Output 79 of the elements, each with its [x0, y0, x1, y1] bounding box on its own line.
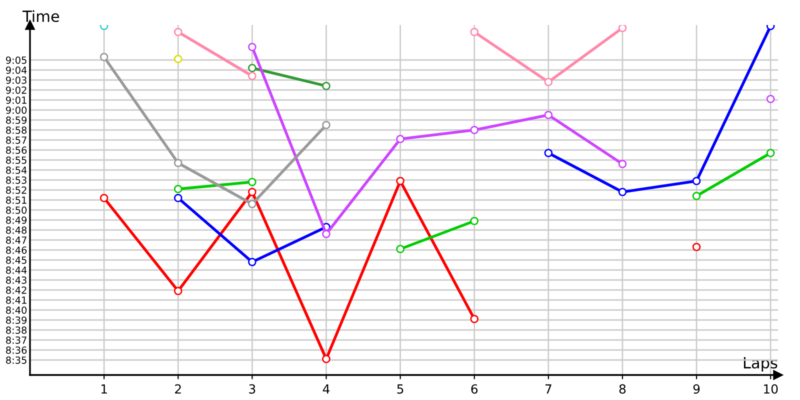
- point: [396, 134, 404, 144]
- y-tick-label: 8:40: [6, 306, 27, 314]
- point: [174, 194, 182, 202]
- x-tick-label: 3: [249, 384, 256, 394]
- y-tick-label: 8:47: [6, 236, 26, 244]
- y-tick-label: 8:52: [6, 186, 26, 194]
- y-tick-label: 8:58: [6, 126, 27, 134]
- point: [100, 194, 108, 202]
- point: [174, 28, 182, 36]
- point: [248, 64, 256, 72]
- point: [174, 184, 182, 194]
- y-tick-label: 8:41: [6, 296, 26, 304]
- y-tick-label: 8:49: [6, 216, 27, 224]
- y-axis-title: Time: [22, 10, 60, 22]
- y-tick-label: 8:37: [6, 336, 26, 344]
- y-tick-label: 9:05: [6, 56, 26, 64]
- y-tick-label: 8:39: [6, 316, 27, 324]
- x-tick-label: 2: [175, 384, 181, 394]
- point: [692, 242, 701, 252]
- point: [618, 188, 627, 196]
- y-tick-label: 8:54: [6, 166, 27, 174]
- y-tick-label: 8:59: [6, 116, 27, 124]
- point: [396, 244, 404, 254]
- point: [174, 158, 182, 168]
- x-tick-label: 5: [397, 384, 404, 394]
- point: [322, 120, 330, 130]
- y-tick-label: 9:01: [6, 96, 26, 104]
- y-tick-label: 8:43: [6, 276, 26, 284]
- point: [618, 25, 627, 32]
- point: [470, 126, 479, 134]
- point: [174, 54, 182, 64]
- x-tick-label: 4: [322, 384, 330, 394]
- y-tick-label: 8:50: [6, 206, 27, 214]
- point: [544, 110, 553, 120]
- point: [248, 72, 256, 80]
- y-tick-label: 8:56: [6, 146, 27, 154]
- point: [248, 178, 256, 186]
- y-tick-label: 9:04: [6, 66, 27, 74]
- y-tick-label: 9:00: [6, 106, 27, 114]
- point: [692, 192, 701, 200]
- point: [470, 314, 479, 324]
- point: [322, 230, 330, 238]
- x-tick-label: 1: [101, 384, 107, 394]
- y-tick-label: 8:38: [6, 326, 27, 334]
- y-tick-label: 8:42: [6, 286, 26, 294]
- point: [766, 148, 775, 158]
- point: [692, 176, 701, 186]
- x-tick-label: 6: [471, 384, 478, 394]
- point: [470, 28, 479, 36]
- y-tick-label: 8:45: [6, 256, 26, 264]
- point: [766, 94, 775, 104]
- y-tick-label: 8:51: [6, 196, 26, 204]
- x-tick-label: 9: [693, 384, 700, 394]
- y-tick-label: 8:36: [6, 346, 27, 354]
- y-tick-label: 8:35: [6, 356, 26, 364]
- point: [618, 160, 627, 168]
- point: [248, 188, 256, 196]
- point: [544, 148, 553, 158]
- point: [396, 176, 404, 186]
- point: [248, 200, 256, 208]
- point: [100, 52, 108, 62]
- x-tick-label: 8: [619, 384, 626, 394]
- point: [174, 286, 182, 296]
- point: [248, 258, 256, 266]
- x-tick-label: 10: [764, 384, 778, 394]
- y-tick-label: 8:48: [6, 226, 27, 234]
- x-tick-label: 7: [545, 384, 552, 394]
- y-tick-label: 9:02: [6, 86, 26, 94]
- point: [322, 82, 330, 90]
- y-tick-label: 8:44: [6, 266, 27, 274]
- y-tick-label: 9:03: [6, 76, 26, 84]
- y-tick-label: 8:57: [6, 136, 26, 144]
- point: [470, 216, 479, 226]
- point: [322, 354, 330, 364]
- y-tick-label: 8:55: [6, 156, 26, 164]
- y-tick-label: 8:53: [6, 176, 26, 184]
- point: [248, 42, 256, 52]
- point: [544, 78, 553, 86]
- y-tick-label: 8:46: [6, 246, 27, 254]
